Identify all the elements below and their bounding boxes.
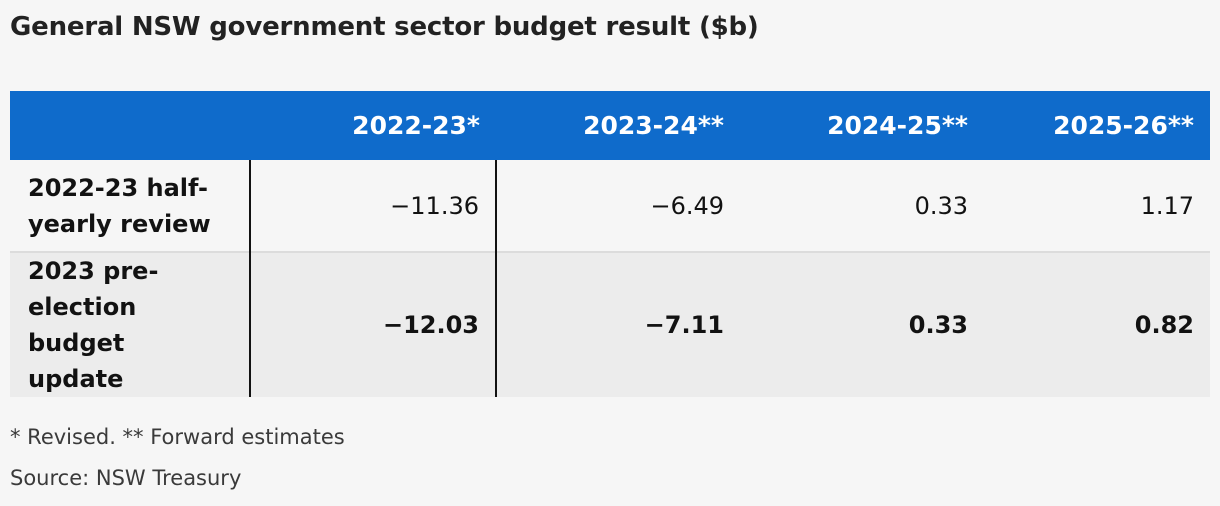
table-header-row: 2022-23* 2023-24** 2024-25** 2025-26** — [10, 91, 1210, 160]
header-cell-2024-25: 2024-25** — [740, 91, 984, 160]
header-cell-2023-24: 2023-24** — [496, 91, 740, 160]
table-row: 2022-23 half-yearly review −11.36 −6.49 … — [10, 160, 1210, 252]
table-cell: 0.82 — [984, 251, 1210, 397]
table-row: 2023 pre-election budget update −12.03 −… — [10, 251, 1210, 397]
source-note: Source: NSW Treasury — [10, 466, 242, 490]
header-cell-2025-26: 2025-26** — [984, 91, 1210, 160]
row-label-text: 2022-23 half-yearly review — [28, 173, 211, 238]
footnote: * Revised. ** Forward estimates — [10, 425, 345, 449]
header-cell-empty — [10, 91, 250, 160]
budget-table: 2022-23* 2023-24** 2024-25** 2025-26** 2… — [10, 91, 1210, 397]
table-cell: −11.36 — [250, 160, 497, 252]
header-cell-2022-23: 2022-23* — [250, 91, 496, 160]
row-label: 2022-23 half-yearly review — [10, 160, 251, 252]
table-cell: 0.33 — [740, 251, 984, 397]
table-cell: −6.49 — [496, 160, 740, 252]
row-label-text: 2023 pre-election budget update — [28, 257, 159, 393]
row-label: 2023 pre-election budget update — [10, 251, 251, 397]
table-cell: 1.17 — [984, 160, 1210, 252]
table-cell: −12.03 — [250, 251, 497, 397]
table-cell: −7.11 — [496, 251, 740, 397]
chart-title: General NSW government sector budget res… — [10, 12, 759, 42]
table-cell: 0.33 — [740, 160, 984, 252]
